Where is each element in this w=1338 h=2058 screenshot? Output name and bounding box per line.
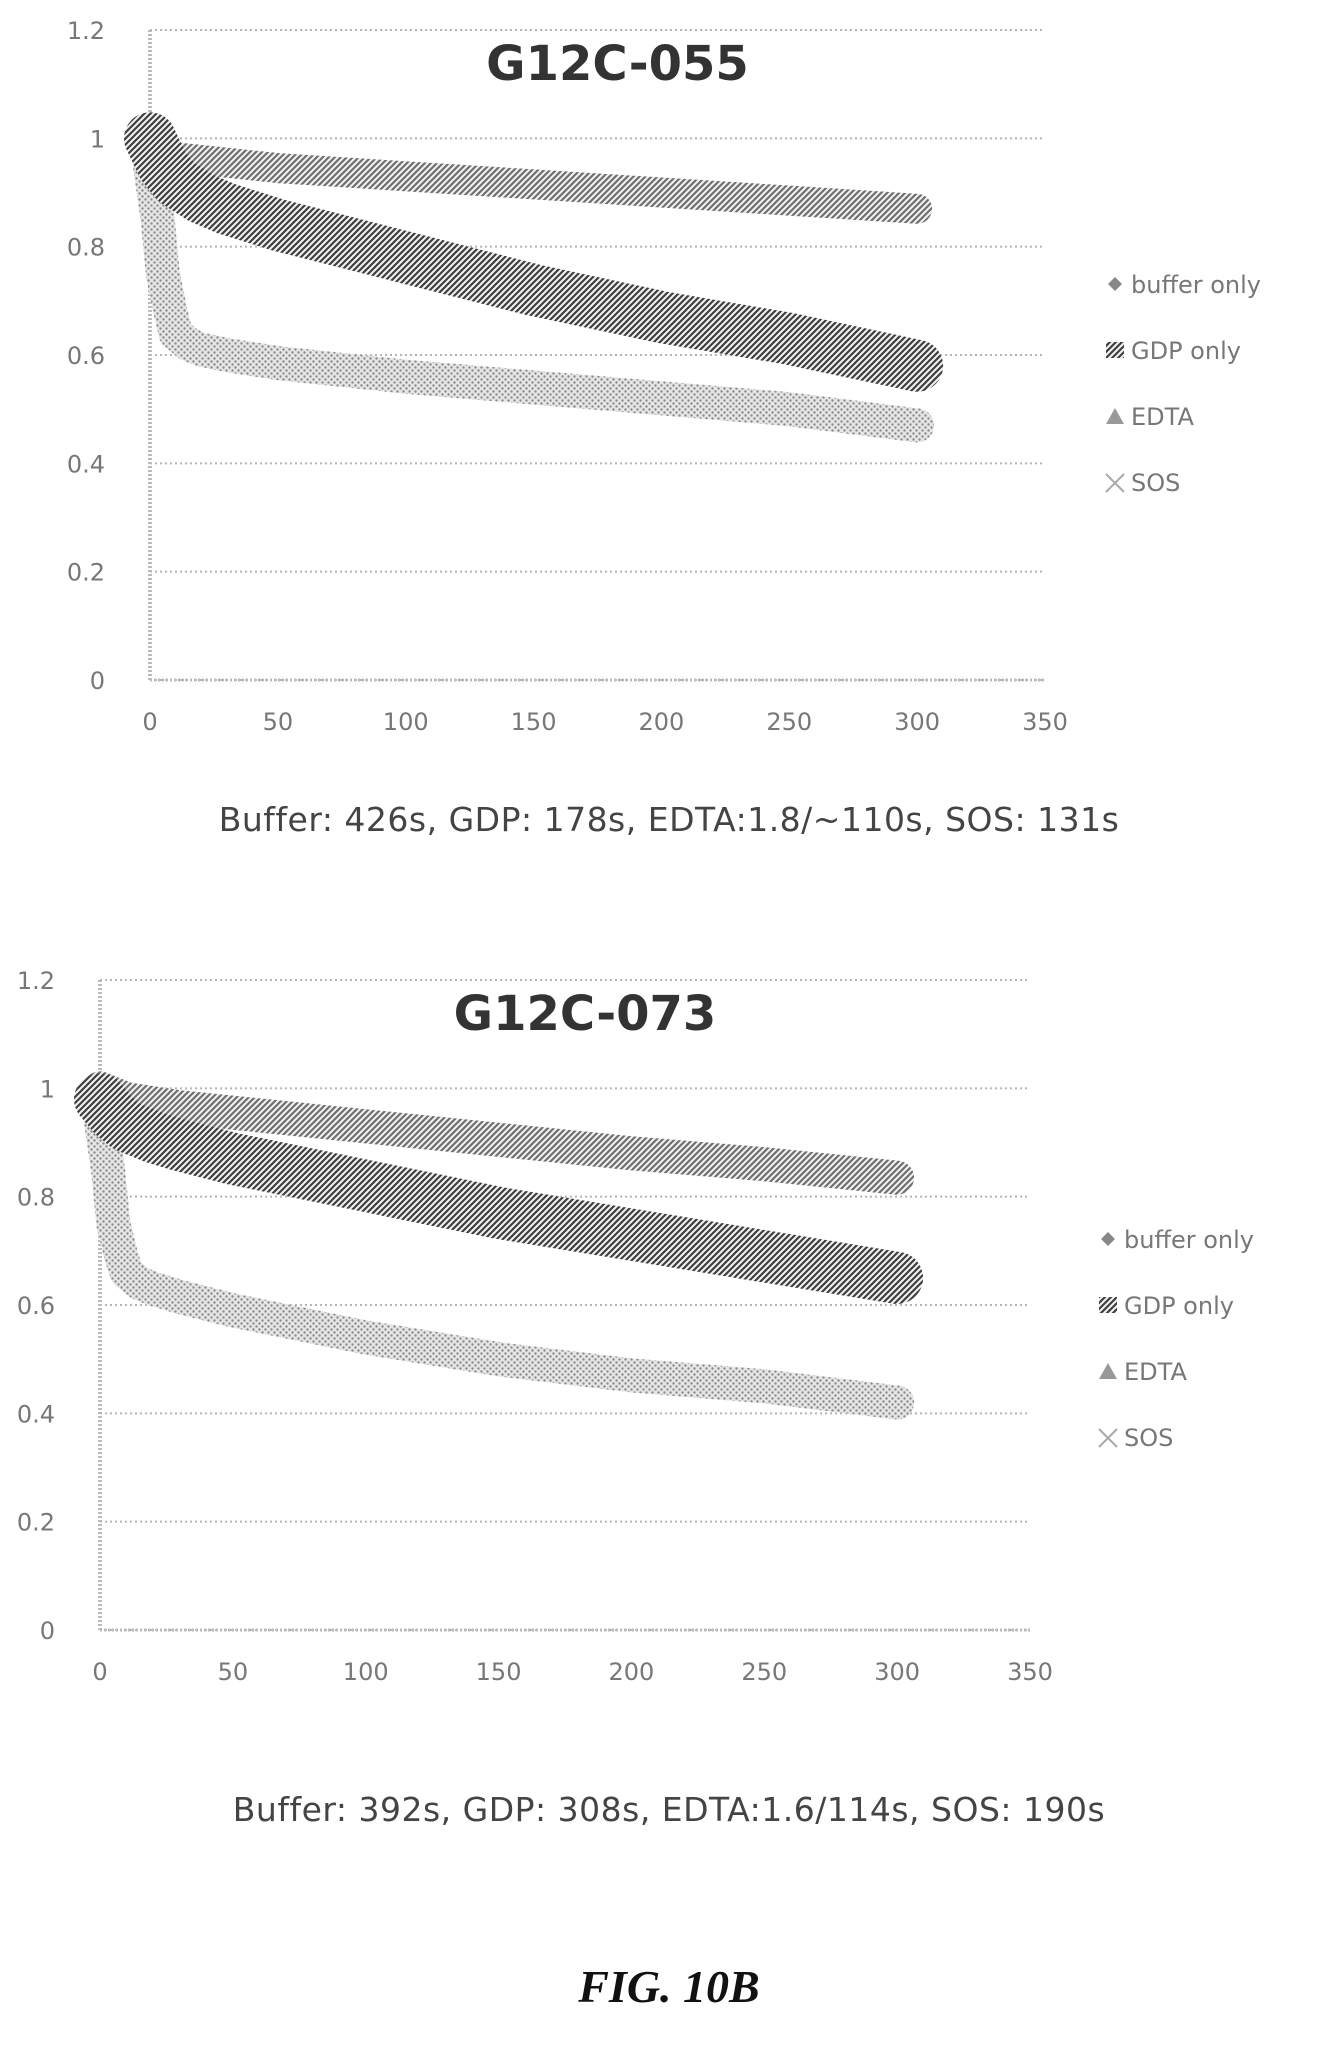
x-tick-label: 350 (1007, 1658, 1053, 1686)
y-tick-label: 0.2 (67, 559, 105, 587)
x-tick-label: 300 (894, 708, 940, 736)
chart-caption-g12c-055: Buffer: 426s, GDP: 178s, EDTA:1.8/~110s,… (218, 800, 1120, 839)
legend-marker-square-icon (1106, 342, 1124, 358)
legend-marker-triangle-icon (1106, 408, 1124, 424)
y-tick-label: 0.8 (17, 1184, 55, 1212)
legend-marker-diamond-icon (1108, 277, 1122, 291)
legend-marker-diamond-icon (1101, 1232, 1115, 1246)
series-line-edta (133, 148, 935, 443)
y-tick-label: 1.2 (67, 17, 105, 45)
legend-label: EDTA (1124, 1358, 1187, 1386)
x-tick-label: 300 (874, 1658, 920, 1686)
y-tick-label: 1 (90, 125, 105, 153)
y-tick-label: 0.8 (67, 234, 105, 262)
x-tick-label: 0 (92, 1658, 107, 1686)
y-tick-label: 0.2 (17, 1509, 55, 1537)
y-tick-label: 0.4 (67, 450, 105, 478)
x-tick-label: 250 (766, 708, 812, 736)
x-tick-label: 0 (142, 708, 157, 736)
x-tick-label: 200 (609, 1658, 655, 1686)
y-tick-label: 0.6 (17, 1292, 55, 1320)
y-tick-label: 1 (40, 1075, 55, 1103)
legend-marker-triangle-icon (1099, 1363, 1117, 1379)
x-tick-label: 150 (476, 1658, 522, 1686)
legend-label: SOS (1131, 469, 1180, 497)
legend-label: GDP only (1124, 1292, 1234, 1320)
legend-label: GDP only (1131, 337, 1241, 365)
chart-title: G12C-055 (486, 36, 749, 92)
chart-svg-g12c-073: 0 0.2 0.4 0.6 0.8 1 1.2 0 50 100 150 200 250 300 350 G1… (17, 967, 1254, 1686)
legend-marker-cross-icon (1098, 1428, 1118, 1448)
y-tick-label: 0 (90, 667, 105, 695)
series-line-edta (83, 1098, 915, 1420)
x-tick-label: 150 (511, 708, 557, 736)
chart-g12c-055: 0 0.2 0.4 0.6 0.8 1 1.2 0 50 100 150 200 250 300 350 G1… (0, 0, 1338, 900)
y-tick-label: 1.2 (17, 967, 55, 995)
chart-title: G12C-073 (454, 986, 717, 1042)
legend-label: buffer only (1131, 271, 1261, 299)
series-line-gdp-only (124, 112, 944, 392)
series-line-gdp-only (74, 1073, 924, 1304)
chart-g12c-073: 0 0.2 0.4 0.6 0.8 1 1.2 0 50 100 150 200 250 300 350 G1… (0, 950, 1338, 1900)
x-tick-label: 50 (218, 1658, 249, 1686)
legend-label: EDTA (1131, 403, 1194, 431)
chart-caption-g12c-073: Buffer: 392s, GDP: 308s, EDTA:1.6/114s, … (232, 1790, 1106, 1829)
x-tick-label: 100 (383, 708, 429, 736)
legend-label: buffer only (1124, 1226, 1254, 1254)
legend-marker-square-icon (1099, 1297, 1117, 1313)
y-tick-label: 0.6 (67, 342, 105, 370)
x-tick-label: 200 (639, 708, 685, 736)
figure-label: FIG. 10B (578, 1961, 760, 2012)
x-tick-label: 250 (741, 1658, 787, 1686)
y-tick-label: 0.4 (17, 1400, 55, 1428)
y-tick-label: 0 (40, 1617, 55, 1645)
x-tick-label: 350 (1022, 708, 1068, 736)
x-tick-label: 50 (263, 708, 294, 736)
legend-marker-cross-icon (1105, 473, 1125, 493)
legend-label: SOS (1124, 1424, 1173, 1452)
x-tick-label: 100 (343, 1658, 389, 1686)
chart-svg-g12c-055: 0 0.2 0.4 0.6 0.8 1 1.2 0 50 100 150 200 250 300 350 G1… (67, 17, 1261, 736)
